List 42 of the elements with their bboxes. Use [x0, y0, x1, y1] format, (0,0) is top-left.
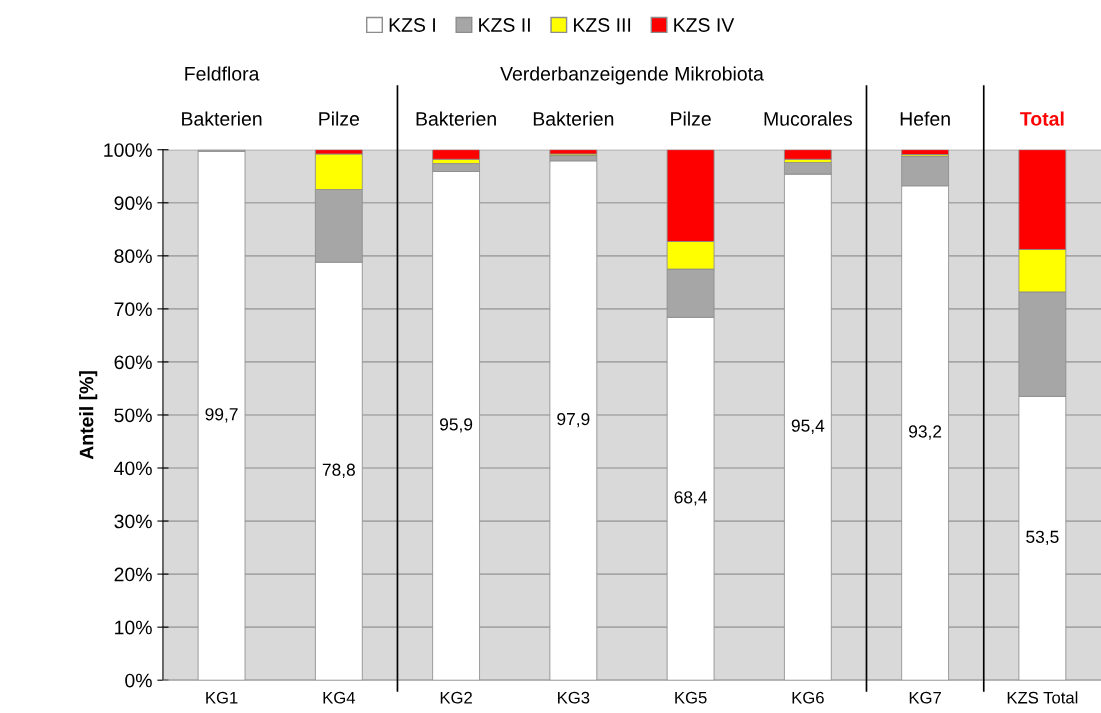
text: Verderbanzeigende Mikrobiota: [500, 66, 764, 85]
legend-label: KZS IV: [674, 18, 735, 32]
y-tick-label: 100%: [104, 143, 152, 157]
x-tick-label: KG4: [323, 691, 356, 704]
y-tick-label: 40%: [114, 461, 152, 476]
data-label: 99,7: [205, 408, 238, 423]
text: Bakterien: [533, 111, 614, 126]
x-tick-label: KG3: [558, 691, 590, 704]
y-tick-label: 60%: [114, 355, 152, 370]
y-axis-title: Anteil [%]: [79, 371, 98, 460]
text: Bakterien: [416, 111, 496, 126]
x-tick-label: KG5: [675, 691, 707, 704]
data-label: 95,4: [791, 419, 825, 434]
x-tick-label: KG1: [206, 691, 238, 704]
x-tick-label: KG6: [792, 691, 824, 704]
data-label: 93,2: [909, 425, 942, 440]
y-tick-label: 70%: [114, 302, 152, 317]
text: Pilze: [671, 111, 711, 126]
y-tick-label: 20%: [114, 567, 152, 582]
y-tick-label: 0%: [125, 673, 152, 688]
data-label: 68,4: [674, 491, 707, 506]
x-tick-label: KZS Total: [1007, 691, 1078, 704]
legend-label: KZS III: [574, 18, 631, 32]
text: Pilze: [319, 111, 360, 126]
data-label: 97,9: [557, 412, 590, 428]
text: Hefen: [900, 111, 950, 126]
data-label: 95,9: [440, 418, 473, 433]
text: Total: [1020, 111, 1064, 126]
text: Mucorales: [764, 111, 853, 126]
y-tick-label: 30%: [114, 514, 152, 529]
data-label: 53,5: [1026, 530, 1059, 546]
legend-label: KZS I: [389, 18, 435, 32]
x-tick-label: KG2: [440, 691, 472, 704]
x-tick-label: KG7: [909, 691, 941, 704]
legend-label: KZS II: [479, 18, 530, 32]
data-label: 78,8: [322, 463, 355, 478]
text: Feldflora: [185, 66, 260, 81]
y-tick-label: 10%: [115, 620, 152, 635]
y-tick-label: 80%: [114, 249, 152, 264]
y-tick-label: 50%: [114, 408, 152, 423]
y-tick-label: 90%: [114, 196, 152, 211]
text: Bakterien: [182, 111, 262, 126]
